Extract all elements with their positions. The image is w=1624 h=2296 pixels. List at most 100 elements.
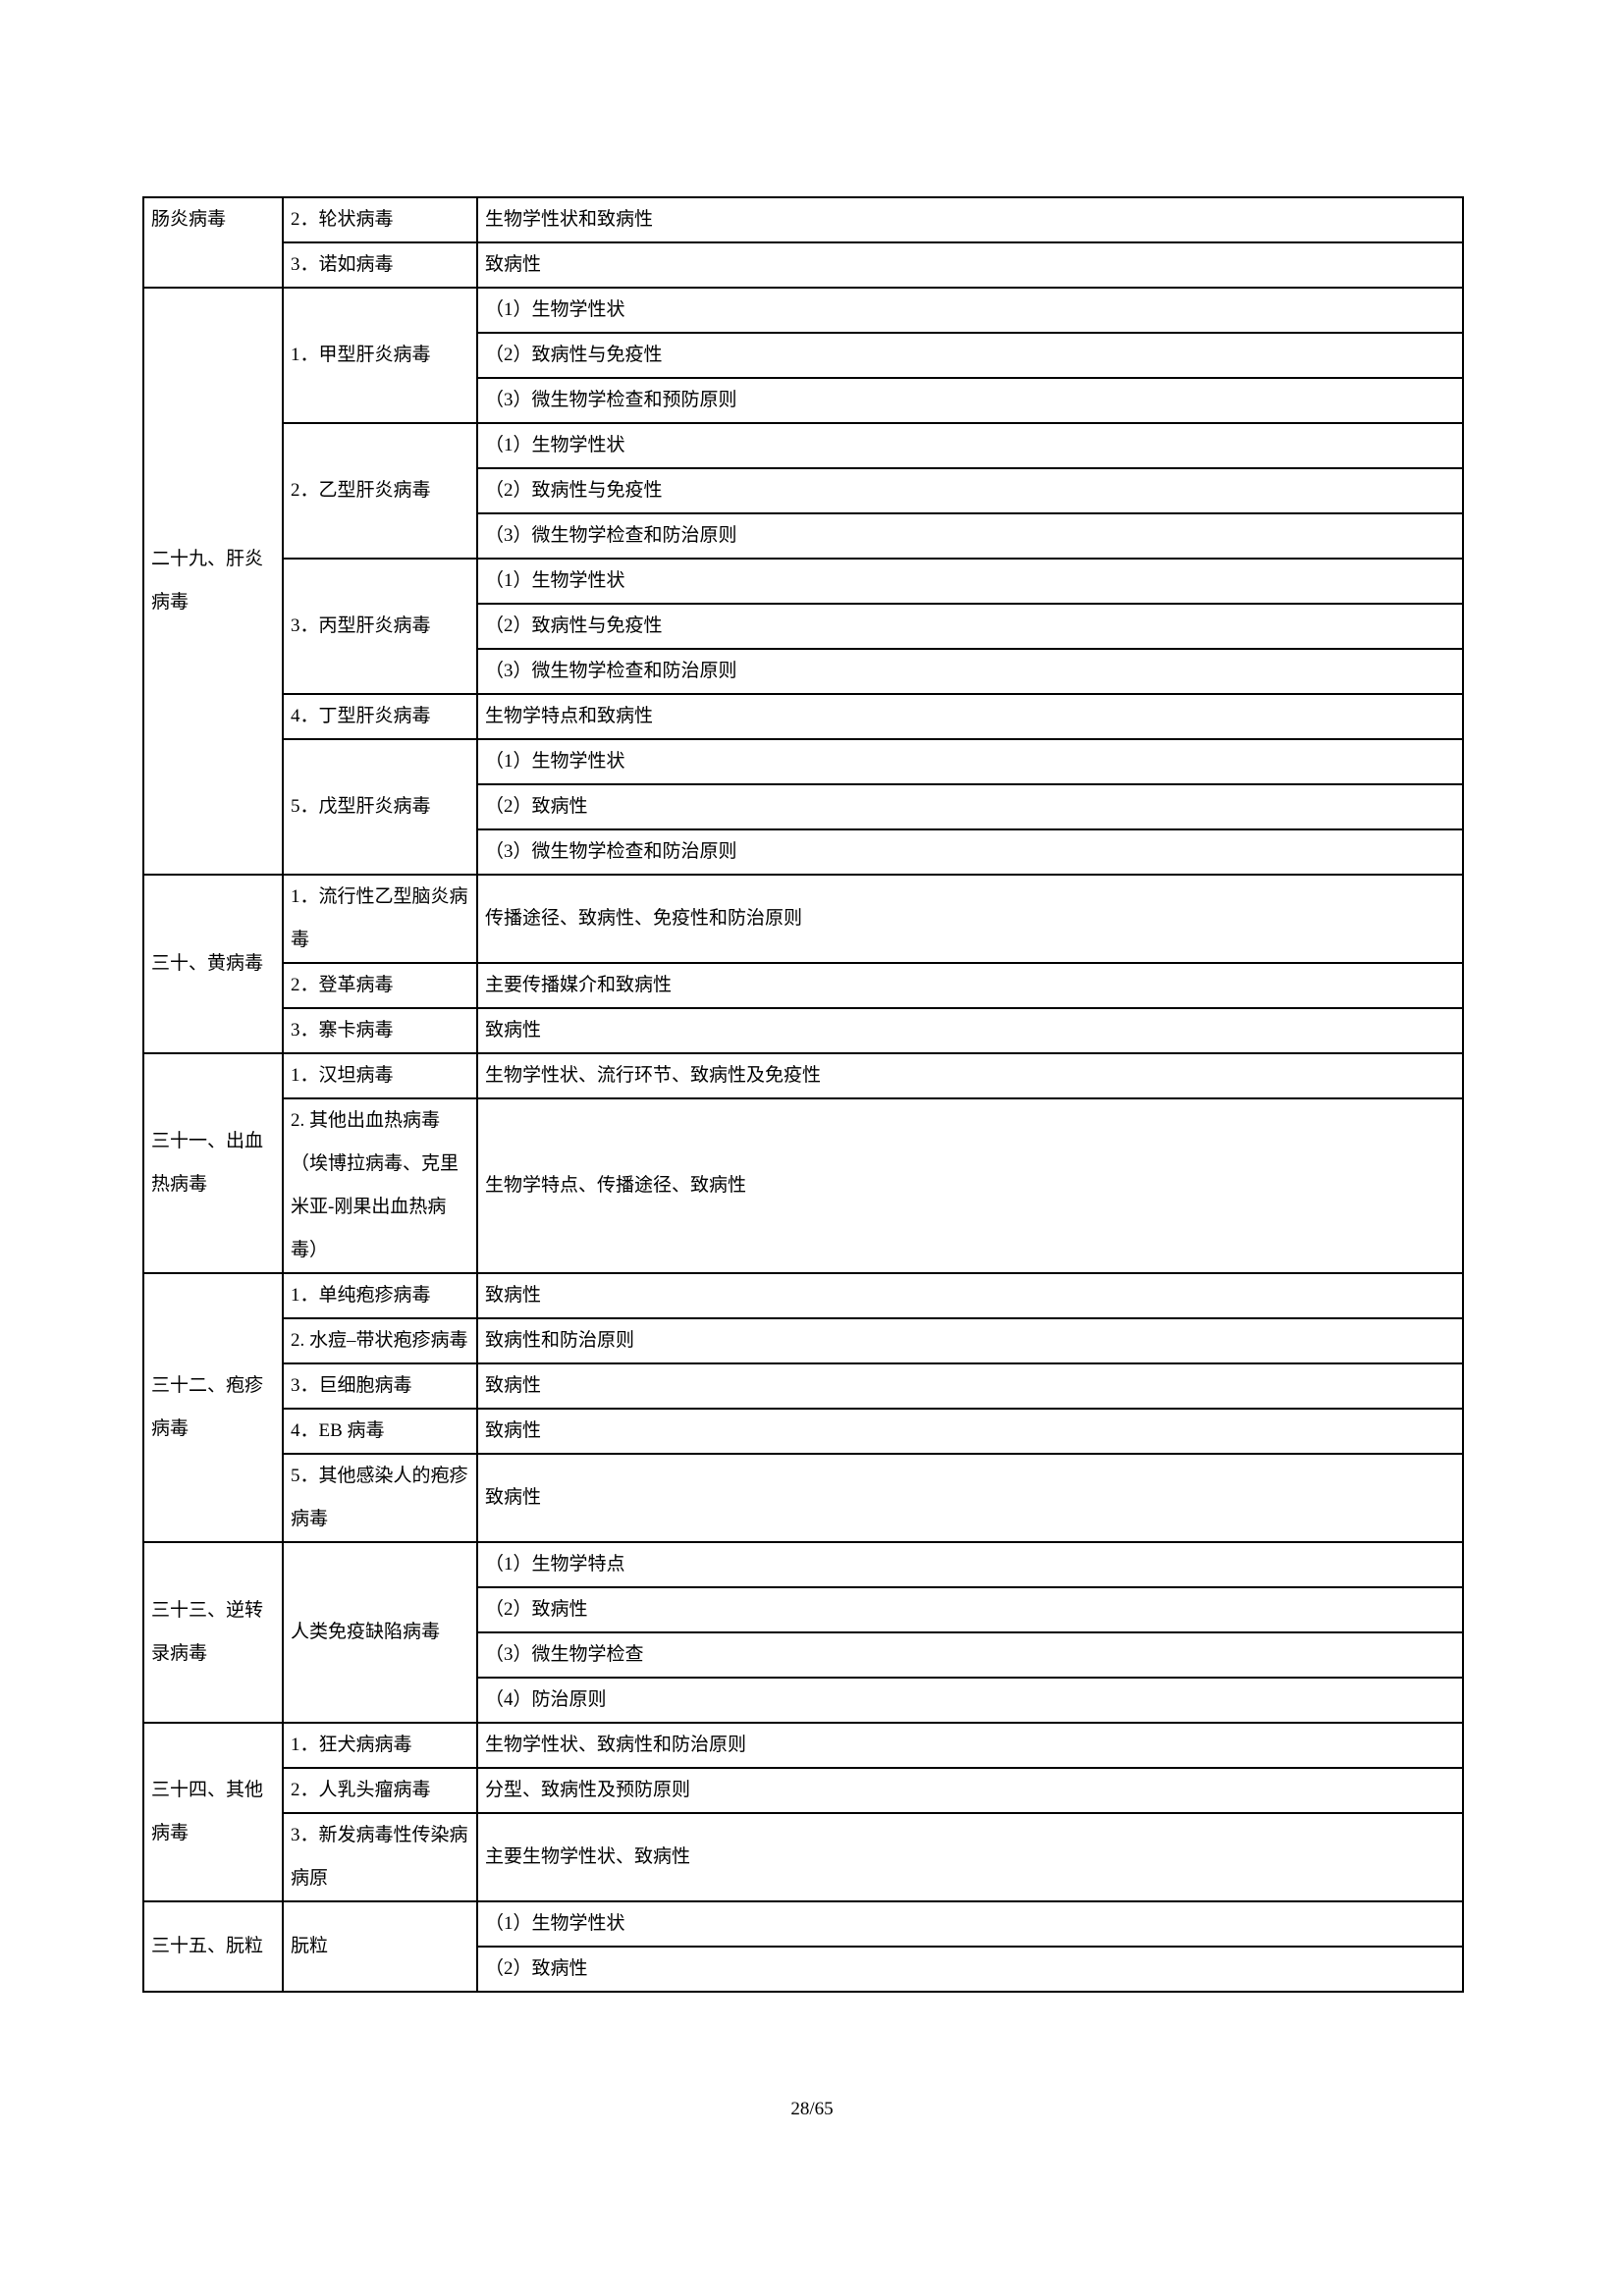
category-cell: 三十五、朊粒 <box>142 1900 284 1993</box>
topic-cell: 3．诺如病毒 <box>282 241 478 289</box>
point-cell: 致病性 <box>476 1453 1464 1543</box>
syllabus-table: 肠炎病毒 2．轮状病毒 生物学性状和致病性 3．诺如病毒 致病性 二十九、肝炎病… <box>142 196 1464 1993</box>
topic-cell: 2．人乳头瘤病毒 <box>282 1767 478 1814</box>
topic-cell: 2. 其他出血热病毒（埃博拉病毒、克里米亚-刚果出血热病毒） <box>282 1097 478 1274</box>
topic-cell: 1．流行性乙型脑炎病毒 <box>282 874 478 964</box>
table-row: 3．丙型肝炎病毒 （1）生物学性状 <box>143 558 1464 695</box>
point-cell: （2）致病性与免疫性 <box>476 332 1464 379</box>
point-cell: （1）生物学性状 <box>476 422 1464 469</box>
point-cell: （2）致病性与免疫性 <box>476 603 1464 650</box>
table-row: 肠炎病毒 2．轮状病毒 生物学性状和致病性 <box>142 196 1464 289</box>
table-row: 三十一、出血热病毒 1．汉坦病毒 生物学性状、流行环节、致病性及免疫性 <box>142 1052 1464 1274</box>
table-row: （2）致病性与免疫性 <box>143 603 1464 650</box>
table-row: （2）致病性与免疫性 <box>143 467 1464 514</box>
table-row: （2）致病性 <box>143 783 1464 830</box>
topic-cell: 1．单纯疱疹病毒 <box>282 1272 478 1319</box>
topic-cell: 4．丁型肝炎病毒 <box>282 693 478 740</box>
table-row: （2）致病性 <box>143 1586 1464 1633</box>
point-cell: 致病性 <box>476 241 1464 289</box>
topic-cell: 朊粒 <box>282 1900 478 1993</box>
table-row: （3）微生物学检查和防治原则 <box>143 648 1464 695</box>
topic-cell: 2．轮状病毒 <box>282 196 478 243</box>
point-cell: （1）生物学性状 <box>476 1900 1464 1948</box>
table-row: 3．寨卡病毒 致病性 <box>143 1007 1464 1054</box>
table-row: 2. 其他出血热病毒（埃博拉病毒、克里米亚-刚果出血热病毒） 生物学特点、传播途… <box>143 1097 1464 1274</box>
point-cell: 致病性 <box>476 1272 1464 1319</box>
table-row: 三十二、疱疹病毒 1．单纯疱疹病毒 致病性 <box>142 1272 1464 1543</box>
table-row: 4．EB 病毒 致病性 <box>143 1408 1464 1455</box>
topic-cell: 1．甲型肝炎病毒 <box>282 287 478 424</box>
point-cell: （2）致病性 <box>476 783 1464 830</box>
table-row: （3）微生物学检查和防治原则 <box>143 512 1464 560</box>
point-cell: 致病性 <box>476 1408 1464 1455</box>
table-row: 三十四、其他病毒 1．狂犬病病毒 生物学性状、致病性和防治原则 <box>142 1722 1464 1902</box>
topic-cell: 2．登革病毒 <box>282 962 478 1009</box>
table-row: 2．人乳头瘤病毒 分型、致病性及预防原则 <box>143 1767 1464 1814</box>
point-cell: 致病性 <box>476 1007 1464 1054</box>
point-cell: （4）防治原则 <box>476 1677 1464 1724</box>
topic-cell: 1．汉坦病毒 <box>282 1052 478 1099</box>
point-cell: 主要传播媒介和致病性 <box>476 962 1464 1009</box>
table-row: 4．丁型肝炎病毒 生物学特点和致病性 <box>143 693 1464 740</box>
topic-cell: 3．丙型肝炎病毒 <box>282 558 478 695</box>
point-cell: （2）致病性与免疫性 <box>476 467 1464 514</box>
point-cell: （2）致病性 <box>476 1586 1464 1633</box>
topic-cell: 5．戊型肝炎病毒 <box>282 738 478 876</box>
category-cell: 三十三、逆转录病毒 <box>142 1541 284 1724</box>
page-number: 28/65 <box>790 2099 834 2119</box>
table-row: 二十九、肝炎病毒 1．甲型肝炎病毒 （1）生物学性状 <box>142 287 1464 876</box>
category-cell: 三十、黄病毒 <box>142 874 284 1054</box>
table-row: （4）防治原则 <box>143 1677 1464 1724</box>
point-cell: 致病性 <box>476 1362 1464 1410</box>
topic-cell: 2. 水痘–带状疱疹病毒 <box>282 1317 478 1364</box>
category-cell: 肠炎病毒 <box>142 196 284 289</box>
topic-cell: 3．巨细胞病毒 <box>282 1362 478 1410</box>
table-row: 2．登革病毒 主要传播媒介和致病性 <box>143 962 1464 1009</box>
point-cell: 生物学特点和致病性 <box>476 693 1464 740</box>
point-cell: （2）致病性 <box>476 1946 1464 1993</box>
table-row: （2）致病性 <box>143 1946 1464 1993</box>
topic-cell: 2．乙型肝炎病毒 <box>282 422 478 560</box>
point-cell: （3）微生物学检查 <box>476 1631 1464 1679</box>
topic-cell: 3．寨卡病毒 <box>282 1007 478 1054</box>
topic-cell: 人类免疫缺陷病毒 <box>282 1541 478 1724</box>
table-row: （2）致病性与免疫性 <box>143 332 1464 379</box>
point-cell: 主要生物学性状、致病性 <box>476 1812 1464 1902</box>
table-row: 三十三、逆转录病毒 人类免疫缺陷病毒 （1）生物学特点 <box>142 1541 1464 1724</box>
point-cell: 生物学性状、致病性和防治原则 <box>476 1722 1464 1769</box>
category-cell: 三十四、其他病毒 <box>142 1722 284 1902</box>
point-cell: （1）生物学性状 <box>476 738 1464 785</box>
point-cell: （3）微生物学检查和防治原则 <box>476 828 1464 876</box>
table-row: 三十、黄病毒 1．流行性乙型脑炎病毒 传播途径、致病性、免疫性和防治原则 <box>142 874 1464 1054</box>
table-row: 3．诺如病毒 致病性 <box>143 241 1464 289</box>
table-row: 5．其他感染人的疱疹病毒 致病性 <box>143 1453 1464 1543</box>
point-cell: （1）生物学特点 <box>476 1541 1464 1588</box>
point-cell: 生物学性状、流行环节、致病性及免疫性 <box>476 1052 1464 1099</box>
point-cell: （1）生物学性状 <box>476 287 1464 334</box>
table-row: 三十五、朊粒 朊粒 （1）生物学性状 <box>142 1900 1464 1993</box>
point-cell: （1）生物学性状 <box>476 558 1464 605</box>
table-row: 2. 水痘–带状疱疹病毒 致病性和防治原则 <box>143 1317 1464 1364</box>
table-row: 2．乙型肝炎病毒 （1）生物学性状 <box>143 422 1464 560</box>
topic-cell: 3．新发病毒性传染病病原 <box>282 1812 478 1902</box>
table-row: 3．巨细胞病毒 致病性 <box>143 1362 1464 1410</box>
topic-cell: 4．EB 病毒 <box>282 1408 478 1455</box>
category-cell: 三十二、疱疹病毒 <box>142 1272 284 1543</box>
point-cell: （3）微生物学检查和防治原则 <box>476 648 1464 695</box>
table-row: （3）微生物学检查和预防原则 <box>143 377 1464 424</box>
table-row: （3）微生物学检查和防治原则 <box>143 828 1464 876</box>
point-cell: 生物学特点、传播途径、致病性 <box>476 1097 1464 1274</box>
point-cell: 生物学性状和致病性 <box>476 196 1464 243</box>
category-cell: 二十九、肝炎病毒 <box>142 287 284 876</box>
point-cell: 分型、致病性及预防原则 <box>476 1767 1464 1814</box>
point-cell: （3）微生物学检查和预防原则 <box>476 377 1464 424</box>
category-cell: 三十一、出血热病毒 <box>142 1052 284 1274</box>
topic-cell: 1．狂犬病病毒 <box>282 1722 478 1769</box>
point-cell: （3）微生物学检查和防治原则 <box>476 512 1464 560</box>
topic-cell: 5．其他感染人的疱疹病毒 <box>282 1453 478 1543</box>
table-row: （3）微生物学检查 <box>143 1631 1464 1679</box>
point-cell: 致病性和防治原则 <box>476 1317 1464 1364</box>
point-cell: 传播途径、致病性、免疫性和防治原则 <box>476 874 1464 964</box>
table-row: 5．戊型肝炎病毒 （1）生物学性状 <box>143 738 1464 876</box>
